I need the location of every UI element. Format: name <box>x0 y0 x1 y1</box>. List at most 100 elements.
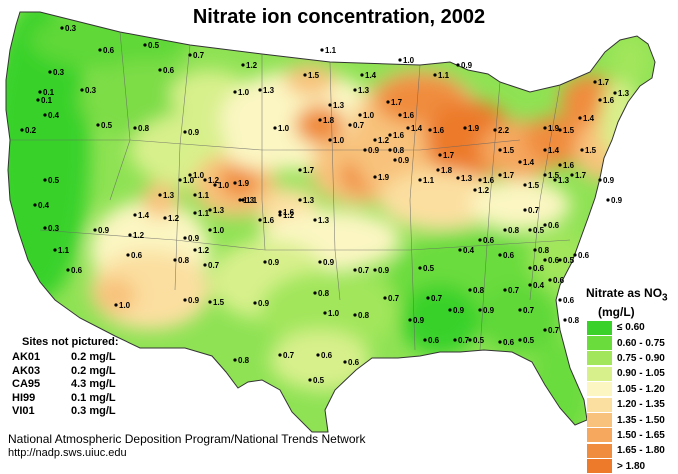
site-marker <box>580 148 584 152</box>
site-value-label: 1.7 <box>443 151 455 160</box>
site-value-label: 0.9 <box>368 146 380 155</box>
site-marker <box>320 48 324 52</box>
site-marker <box>503 228 507 232</box>
legend-swatch <box>587 351 612 366</box>
site-marker <box>188 173 192 177</box>
site-value-label: 1.5 <box>548 171 560 180</box>
site-value-label: 0.9 <box>323 258 335 267</box>
site-value-label: 0.8 <box>178 256 190 265</box>
site-marker <box>498 340 502 344</box>
site-value-label: 0.6 <box>321 351 333 360</box>
legend-swatch <box>587 413 612 428</box>
site-value-label: 1.2 <box>198 246 210 255</box>
site-marker <box>203 178 207 182</box>
site-value-label: 0.5 <box>101 121 113 130</box>
site-marker <box>426 296 430 300</box>
legend-swatch <box>587 382 612 397</box>
site-marker <box>363 148 367 152</box>
site-value-label: 0.2 <box>25 126 37 135</box>
site-value-label: 0.5 <box>563 256 575 265</box>
not-pictured-site: HI99 <box>12 391 36 404</box>
site-marker <box>558 163 562 167</box>
site-value-label: 0.5 <box>423 264 435 273</box>
site-value-label: 0.6 <box>533 264 545 273</box>
site-marker <box>158 68 162 72</box>
site-value-label: 1.7 <box>575 171 587 180</box>
legend-label: 0.60 - 0.75 <box>617 337 665 349</box>
site-marker <box>298 168 302 172</box>
site-marker <box>183 130 187 134</box>
site-value-label: 1.2 <box>168 214 180 223</box>
site-marker <box>258 218 262 222</box>
site-marker <box>36 98 40 102</box>
site-value-label: 1.4 <box>138 211 150 220</box>
site-marker <box>563 318 567 322</box>
site-value-label: 1.9 <box>238 179 250 188</box>
site-value-label: 0.8 <box>538 246 550 255</box>
site-value-label: 0.4 <box>38 201 50 210</box>
legend-item: 0.75 - 0.90 <box>587 351 665 366</box>
site-marker <box>478 178 482 182</box>
site-marker <box>406 126 410 130</box>
site-marker <box>528 283 532 287</box>
site-marker <box>143 43 147 47</box>
site-value-label: 1.4 <box>548 146 560 155</box>
site-value-label: 0.6 <box>163 66 175 75</box>
site-marker <box>48 70 52 74</box>
site-value-label: 0.6 <box>548 256 560 265</box>
site-marker <box>358 113 362 117</box>
site-marker <box>66 268 70 272</box>
site-marker <box>458 248 462 252</box>
site-marker <box>548 278 552 282</box>
site-marker <box>96 123 100 127</box>
site-value-label: 1.3 <box>461 174 473 183</box>
site-value-label: 0.5 <box>148 41 160 50</box>
site-value-label: 0.5 <box>523 336 535 345</box>
site-value-label: 1.6 <box>393 131 405 140</box>
site-value-label: 0.9 <box>603 176 615 185</box>
site-value-label: 1.8 <box>323 116 335 125</box>
site-value-label: 1.0 <box>403 56 415 65</box>
site-value-label: 1.1 <box>246 196 258 205</box>
map-title: Nitrate ion concentration, 2002 <box>192 6 486 28</box>
site-value-label: 2.2 <box>498 126 510 135</box>
legend-unit: (mg/L) <box>598 305 635 320</box>
site-value-label: 1.1 <box>325 46 337 55</box>
site-value-label: 1.3 <box>358 86 370 95</box>
site-marker <box>393 158 397 162</box>
legend-swatch <box>587 443 612 458</box>
legend-item: 1.65 - 1.80 <box>587 443 665 458</box>
site-marker <box>53 248 57 252</box>
site-value-label: 1.0 <box>278 124 290 133</box>
not-pictured-value: 0.1 mg/L <box>71 391 116 404</box>
site-marker <box>98 48 102 52</box>
site-value-label: 1.2 <box>478 186 490 195</box>
site-value-label: 0.6 <box>503 251 515 260</box>
legend-label: > 1.80 <box>617 460 646 472</box>
site-marker <box>423 338 427 342</box>
site-marker <box>456 63 460 67</box>
site-marker <box>258 88 262 92</box>
site-marker <box>126 253 130 257</box>
site-marker <box>188 53 192 57</box>
site-marker <box>598 98 602 102</box>
site-value-label: 1.5 <box>213 298 225 307</box>
site-value-label: 0.8 <box>393 146 405 155</box>
site-marker <box>238 198 242 202</box>
site-marker <box>328 138 332 142</box>
site-marker <box>353 268 357 272</box>
not-pictured-value: 0.2 mg/L <box>71 351 116 363</box>
site-value-label: 0.9 <box>453 306 465 315</box>
site-marker <box>463 126 467 130</box>
site-value-label: 1.3 <box>303 196 315 205</box>
site-marker <box>158 193 162 197</box>
site-marker <box>233 181 237 185</box>
site-marker <box>298 198 302 202</box>
legend-title: Nitrate as NO3 (mg/L) <box>586 286 678 320</box>
site-value-label: 0.7 <box>208 261 220 270</box>
site-marker <box>606 198 610 202</box>
site-value-label: 1.6 <box>283 208 295 217</box>
site-marker <box>353 88 357 92</box>
site-value-label: 1.7 <box>598 78 610 87</box>
legend-label: 1.05 - 1.20 <box>617 383 665 395</box>
